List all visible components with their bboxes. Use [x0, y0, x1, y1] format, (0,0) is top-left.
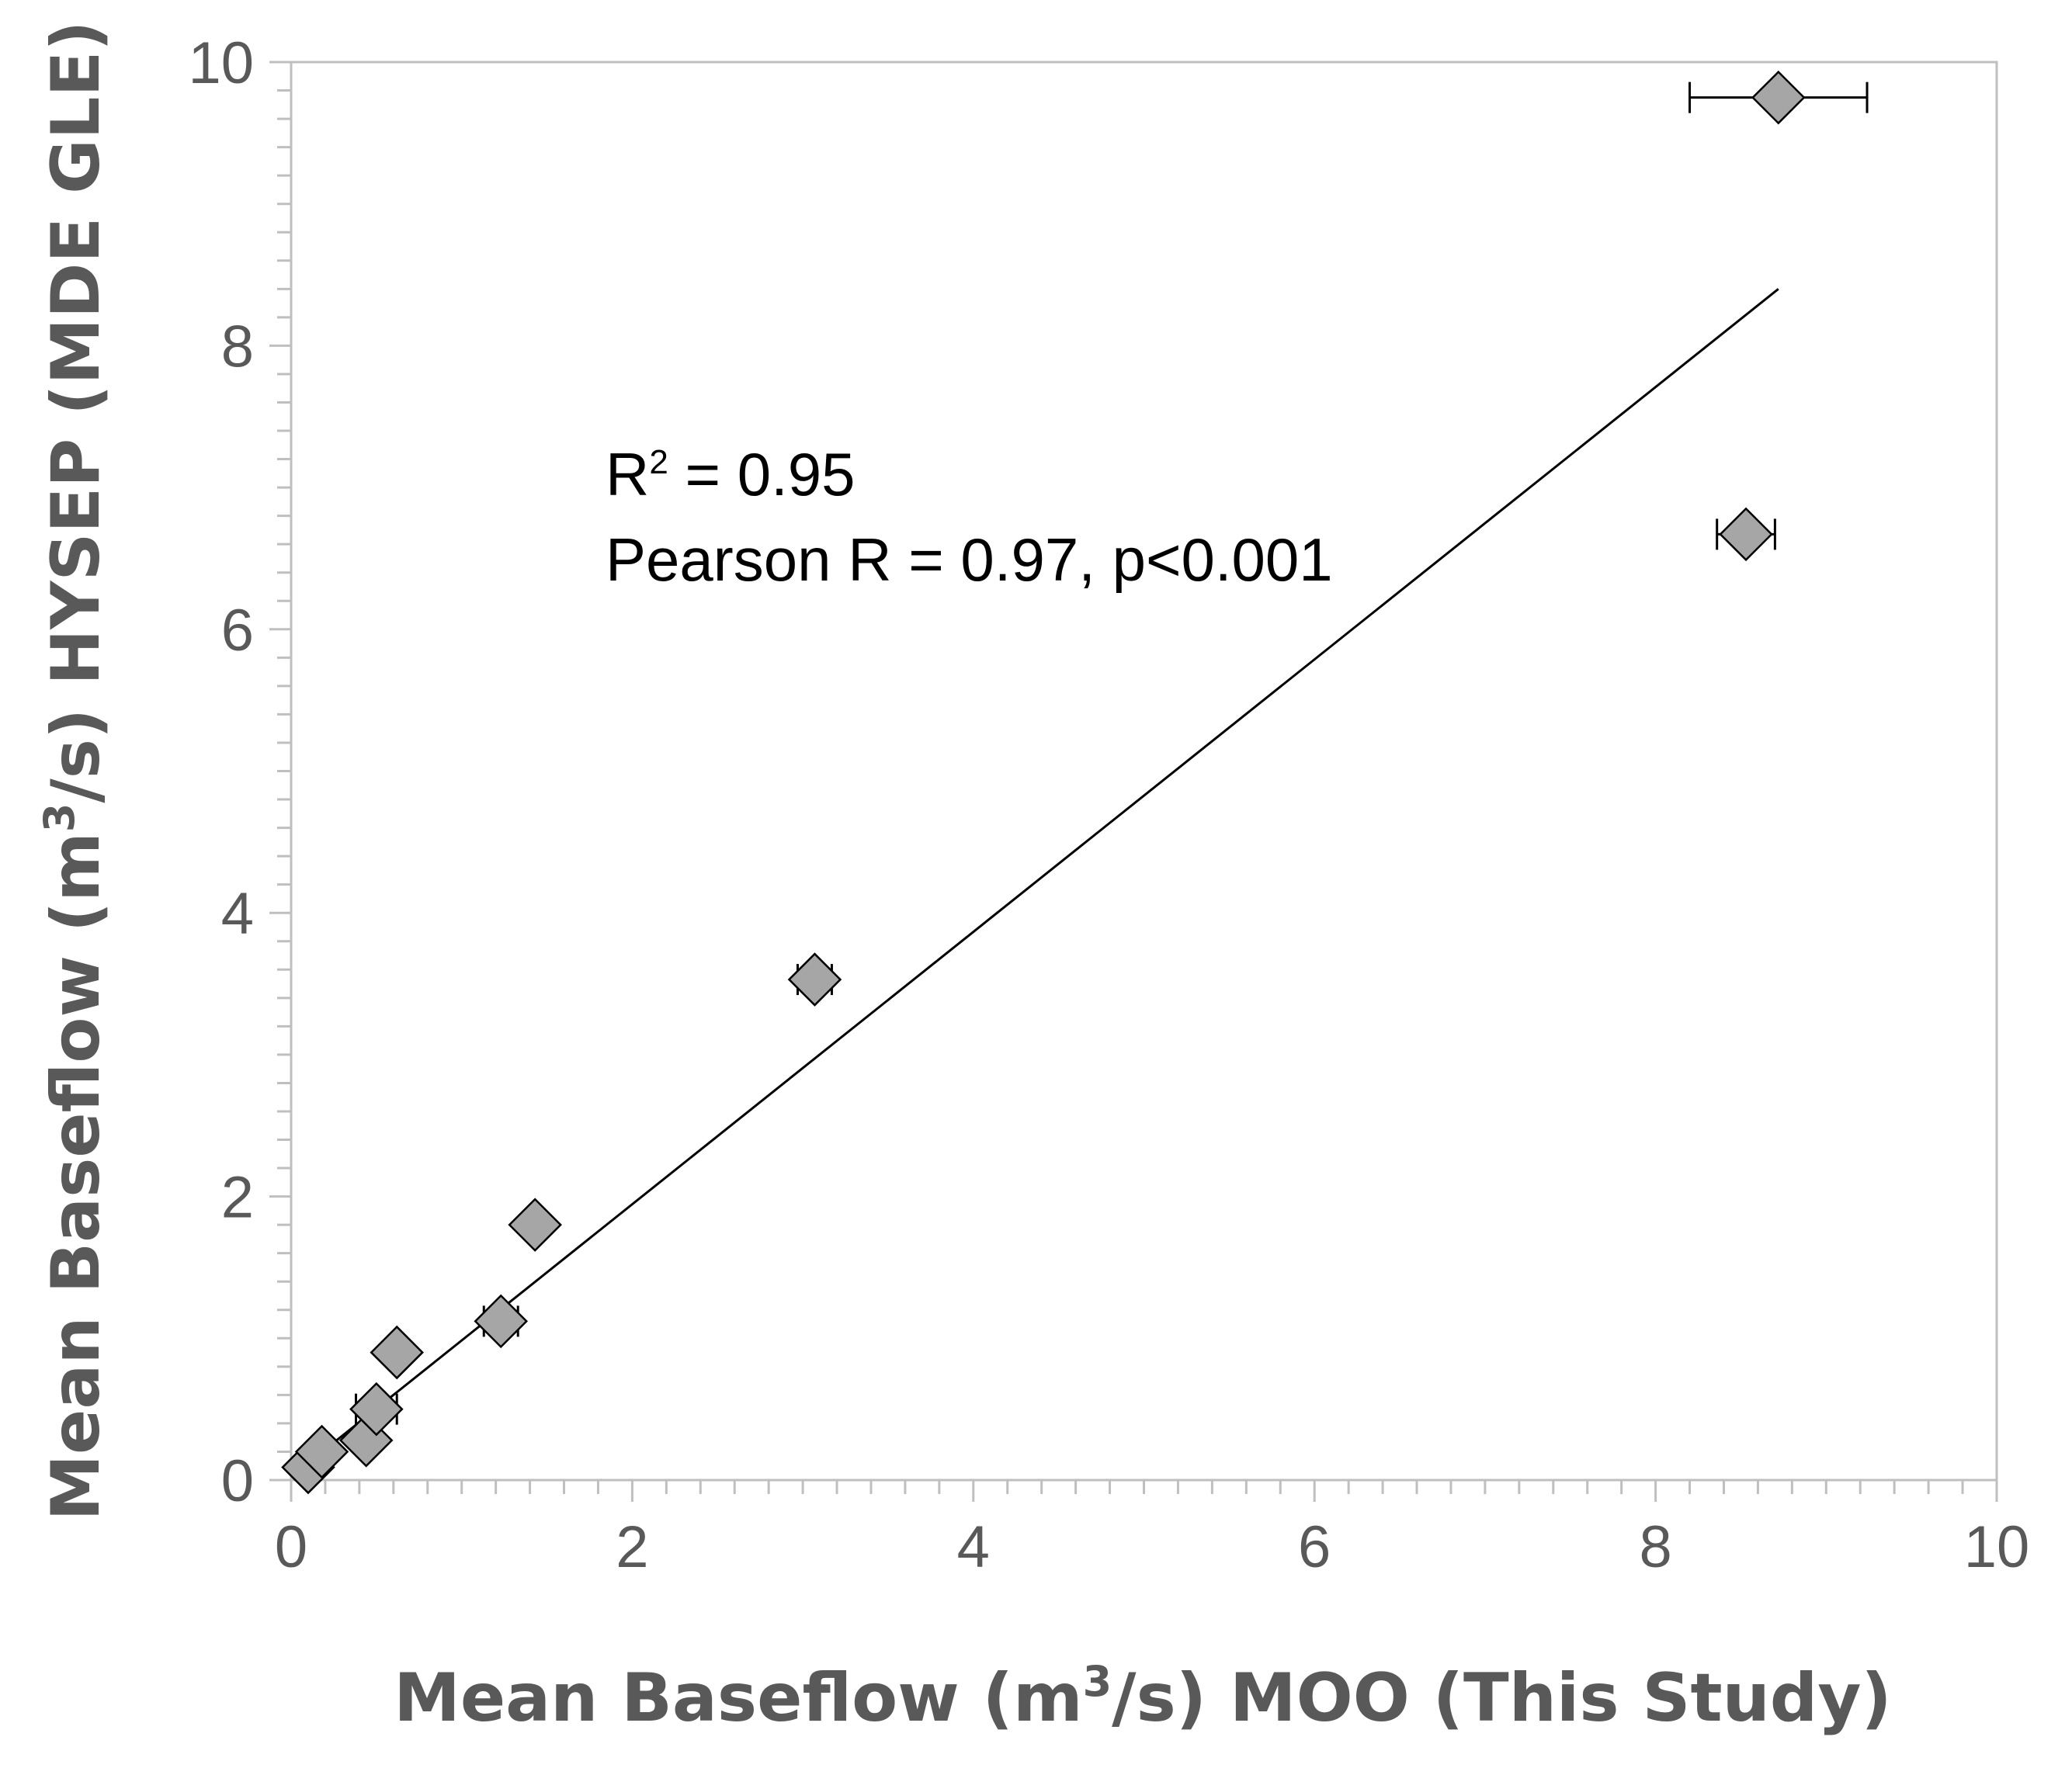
- y-tick-label: 2: [221, 1165, 254, 1231]
- pearson-annotation: Pearson R = 0.97, p<0.001: [606, 525, 1333, 594]
- data-point: [474, 1294, 528, 1349]
- x-tick-label: 4: [957, 1514, 990, 1580]
- data-point: [370, 1325, 424, 1380]
- y-axis-title: Mean Baseflow (m3/s) HYSEP (MDE GLE): [35, 20, 115, 1520]
- y-tick-label: 6: [221, 598, 254, 664]
- data-point: [508, 1198, 562, 1252]
- data-points: [281, 70, 1869, 1495]
- x-axis-title: Mean Baseflow (m3/s) MOO (This Study): [394, 1657, 1892, 1737]
- data-point: [294, 1424, 349, 1479]
- y-tick-label: 0: [221, 1448, 254, 1514]
- r-squared-annotation: R2 = 0.95: [606, 440, 856, 508]
- x-tick-label: 10: [1964, 1514, 2030, 1580]
- y-tick-label: 4: [221, 881, 254, 947]
- x-tick-label: 0: [275, 1514, 307, 1580]
- data-point: [1751, 70, 1806, 125]
- data-point: [1719, 507, 1773, 562]
- y-tick-label: 10: [188, 30, 254, 96]
- x-tick-labels: 0 2 4 6 8 10: [275, 1514, 2029, 1580]
- minor-ticks: [269, 61, 1998, 1502]
- y-tick-labels: 0 2 4 6 8 10: [188, 30, 254, 1514]
- y-tick-label: 8: [221, 314, 254, 380]
- trendline: [307, 288, 1779, 1465]
- x-tick-label: 8: [1639, 1514, 1671, 1580]
- x-tick-label: 2: [616, 1514, 648, 1580]
- data-point: [787, 952, 842, 1007]
- x-tick-label: 6: [1298, 1514, 1331, 1580]
- plot-area-border: [290, 61, 1998, 1482]
- data-point: [349, 1381, 404, 1437]
